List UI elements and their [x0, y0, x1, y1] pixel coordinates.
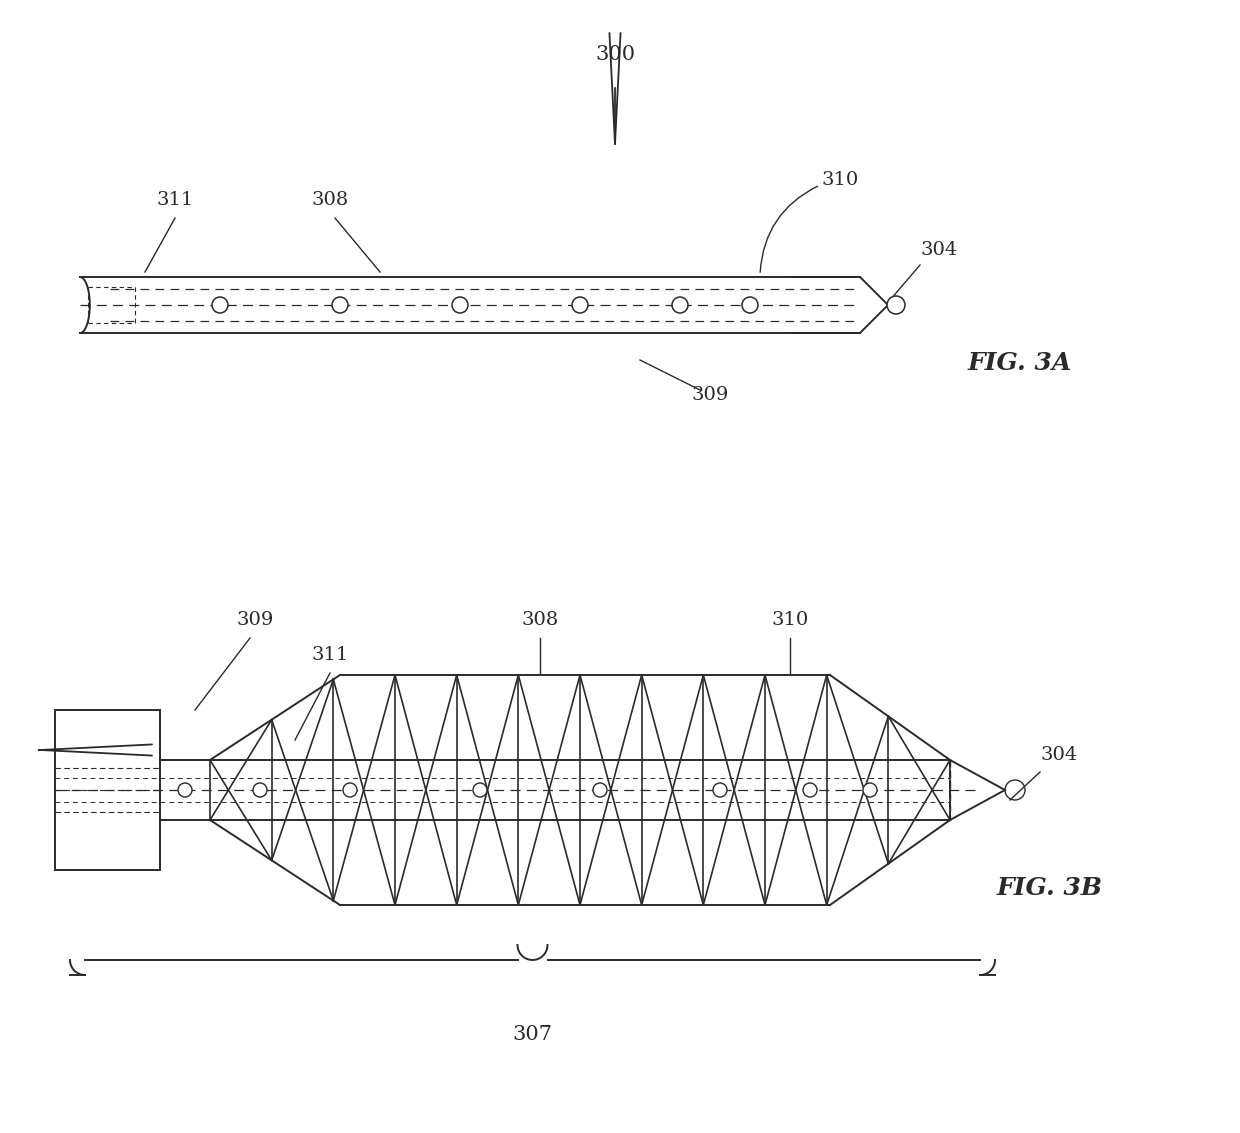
Circle shape	[713, 783, 727, 796]
Text: 310: 310	[771, 611, 808, 629]
Circle shape	[742, 297, 758, 313]
Circle shape	[453, 297, 467, 313]
Circle shape	[343, 783, 357, 796]
Text: FIG. 3A: FIG. 3A	[968, 351, 1073, 375]
Text: 308: 308	[311, 191, 348, 208]
Circle shape	[253, 783, 267, 796]
Circle shape	[863, 783, 877, 796]
Text: 304: 304	[920, 241, 957, 259]
Circle shape	[332, 297, 348, 313]
Text: 309: 309	[237, 611, 274, 629]
Circle shape	[572, 297, 588, 313]
Circle shape	[1004, 780, 1025, 800]
Text: 310: 310	[821, 171, 858, 189]
Circle shape	[593, 783, 608, 796]
Text: 311: 311	[311, 646, 348, 664]
Circle shape	[887, 296, 905, 314]
Circle shape	[472, 783, 487, 796]
Text: 304: 304	[1040, 746, 1078, 764]
Circle shape	[212, 297, 228, 313]
Text: 308: 308	[521, 611, 559, 629]
Text: 300: 300	[595, 45, 635, 63]
Text: 311: 311	[156, 191, 193, 208]
Bar	[55, 710, 160, 870]
Text: FIG. 3B: FIG. 3B	[997, 876, 1104, 900]
Circle shape	[672, 297, 688, 313]
Text: 307: 307	[512, 1025, 553, 1043]
Text: 309: 309	[692, 386, 729, 404]
Circle shape	[179, 783, 192, 796]
Circle shape	[804, 783, 817, 796]
